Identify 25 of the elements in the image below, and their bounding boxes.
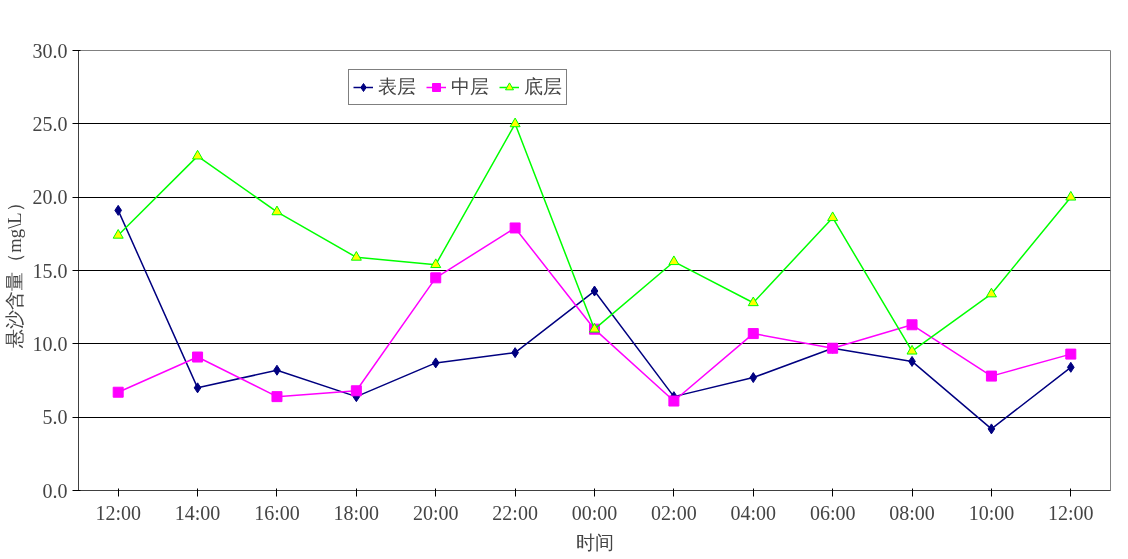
x-tick-label: 20:00 bbox=[412, 501, 459, 524]
y-tick-label: 20.0 bbox=[32, 186, 68, 209]
x-tick-label: 06:00 bbox=[809, 501, 856, 524]
legend-label: 底层 bbox=[524, 75, 562, 99]
x-tick-label: 18:00 bbox=[333, 501, 380, 524]
legend-label: 中层 bbox=[451, 75, 489, 99]
x-tick-label: 00:00 bbox=[571, 501, 618, 524]
y-tick-label: 0.0 bbox=[42, 479, 68, 502]
x-tick-label: 12:00 bbox=[95, 501, 141, 524]
x-tick-label: 02:00 bbox=[651, 501, 697, 524]
y-tick-label: 25.0 bbox=[32, 112, 68, 135]
x-tick-label: 22:00 bbox=[492, 501, 538, 524]
x-tick-label: 08:00 bbox=[889, 501, 935, 524]
y-tick-label: 10.0 bbox=[32, 332, 68, 355]
x-axis-title: 时间 bbox=[575, 531, 614, 553]
x-tick-label: 04:00 bbox=[730, 501, 777, 524]
y-tick-label: 5.0 bbox=[42, 406, 68, 429]
y-tick-label: 15.0 bbox=[32, 259, 68, 282]
legend-label: 表层 bbox=[378, 75, 416, 99]
x-tick-label: 14:00 bbox=[174, 501, 221, 524]
x-tick-label: 12:00 bbox=[1048, 501, 1094, 524]
x-tick-label: 16:00 bbox=[254, 501, 300, 524]
x-tick-label: 10:00 bbox=[968, 501, 1015, 524]
y-axis-title: 悬沙含量（mg\L） bbox=[3, 193, 25, 349]
y-tick-label: 30.0 bbox=[32, 39, 68, 62]
